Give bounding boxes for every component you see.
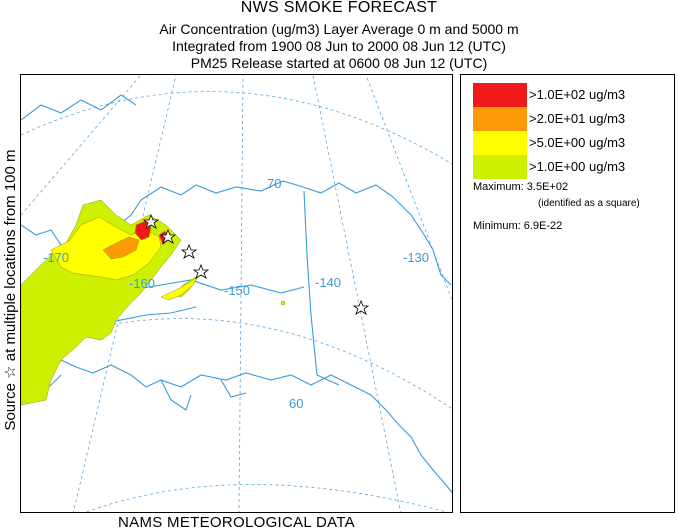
plume-spot-small <box>280 300 286 306</box>
lon-label-160: -160 <box>129 276 155 291</box>
legend-item: >1.0E+02 ug/m3 <box>473 83 673 107</box>
lon-label-170: -170 <box>43 250 69 265</box>
smoke-plume <box>21 199 286 406</box>
integration-period: Integrated from 1900 08 Jun to 2000 08 J… <box>172 38 506 54</box>
star-icon <box>159 228 177 244</box>
longitude-line-170 <box>21 75 142 216</box>
lat-label-60: 60 <box>289 396 303 411</box>
plume-level-20 <box>102 236 140 260</box>
maximum-note: (identified as a square) <box>538 198 640 209</box>
star-icon <box>142 213 160 229</box>
star-icon <box>192 263 210 279</box>
longitude-line-150 <box>238 75 244 512</box>
concentration-description: Air Concentration (ug/m3) Layer Average … <box>159 21 519 37</box>
minimum-value: Minimum: 6.9E-22 <box>473 220 563 232</box>
legend-panel: >1.0E+02 ug/m3 >2.0E+01 ug/m3 >5.0E+00 u… <box>460 74 675 513</box>
longitude-line-130 <box>365 75 452 301</box>
coast-inlet-2 <box>220 379 247 398</box>
lon-label-140: -140 <box>315 275 341 290</box>
lat-label-70: 70 <box>267 176 281 191</box>
plume-level-5-east <box>160 276 198 301</box>
siberia-coast-north <box>21 94 137 121</box>
canada-border <box>303 190 340 386</box>
legend-item: >5.0E+00 ug/m3 <box>473 131 673 155</box>
release-start: PM25 Release started at 0600 08 Jun 12 (… <box>190 55 488 71</box>
legend-swatch <box>473 131 527 155</box>
alaska-south-coast <box>60 359 452 494</box>
legend-swatch <box>473 83 527 107</box>
smoke-map: -170 -160 -150 -140 -130 70 60 <box>20 74 453 513</box>
coast-inlet-1 <box>160 379 192 411</box>
latitude-line-70 <box>21 91 452 165</box>
legend-item: >1.0E+00 ug/m3 <box>473 155 673 179</box>
star-icon <box>180 243 198 259</box>
lon-label-150: -150 <box>224 283 250 298</box>
map-canvas: -170 -160 -150 -140 -130 70 60 <box>21 75 452 512</box>
legend-swatch <box>473 155 527 179</box>
legend-label: >1.0E+00 ug/m3 <box>529 159 626 174</box>
forecast-title: NWS SMOKE FORECAST <box>240 0 438 16</box>
lon-label-130: -130 <box>403 250 429 265</box>
longitude-line-140 <box>312 75 402 512</box>
maximum-value: Maximum: 3.5E+02 <box>473 181 569 193</box>
arctic-coast <box>140 180 452 286</box>
legend-item: >2.0E+01 ug/m3 <box>473 107 673 131</box>
source-height-label: Source ☆ at multiple locations from 100 … <box>2 149 19 431</box>
legend-label: >2.0E+01 ug/m3 <box>529 111 626 126</box>
legend-label: >5.0E+00 ug/m3 <box>529 135 626 150</box>
legend-label: >1.0E+02 ug/m3 <box>529 87 626 102</box>
legend-swatch <box>473 107 527 131</box>
data-source-footer: NAMS METEOROLOGICAL DATA <box>118 514 355 531</box>
source-markers <box>142 213 370 315</box>
latitude-line-50 <box>85 484 448 512</box>
star-icon <box>352 299 370 315</box>
